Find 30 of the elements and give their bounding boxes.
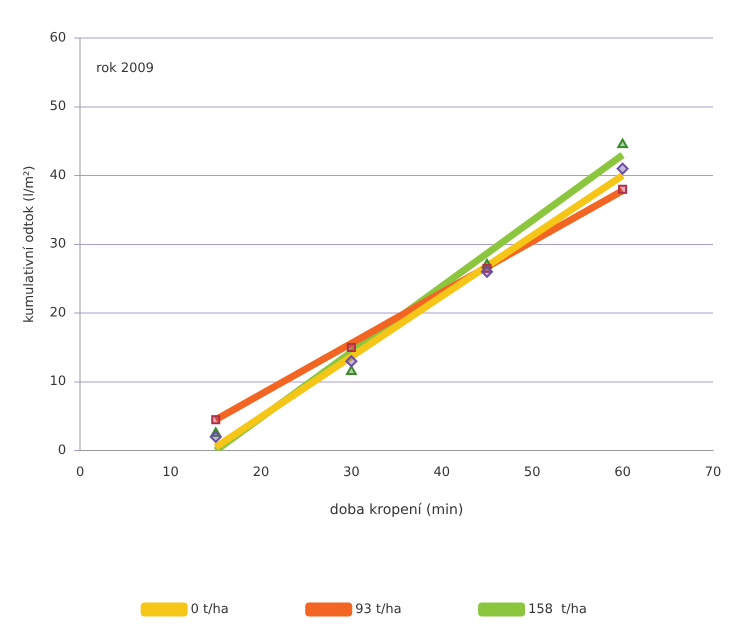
point — [616, 162, 629, 175]
point — [617, 138, 628, 148]
x-tick-label: 10 — [162, 464, 179, 480]
x-tick-label: 60 — [614, 464, 631, 480]
y-tick-label: 60 — [50, 30, 66, 46]
x-tick-label: 50 — [524, 464, 540, 480]
y-tick-label: 0 — [58, 442, 66, 458]
point — [210, 430, 222, 443]
x-tick-label: 40 — [434, 464, 450, 480]
x-tick-label: 30 — [343, 464, 360, 480]
y-tick-label: 30 — [50, 236, 66, 252]
x-tick-label: 0 — [76, 464, 84, 480]
y-axis-title: kumulativní odtok (l/m²) — [22, 166, 38, 323]
y-tick-label: 10 — [50, 374, 66, 390]
y-tick-label: 20 — [50, 305, 66, 320]
x-tick-label: 70 — [704, 464, 722, 480]
point — [345, 355, 358, 368]
legend-label: 93 t/ha — [355, 602, 402, 617]
legend-label: 158 t/ha — [528, 602, 587, 617]
point — [618, 184, 628, 194]
point — [346, 366, 357, 376]
x-tick-label: 20 — [252, 464, 270, 480]
annotation: rok 2009 — [96, 60, 154, 76]
point — [480, 266, 493, 278]
legend-label: 0 t/ha — [190, 602, 229, 617]
point — [346, 342, 356, 352]
y-tick-label: 40 — [50, 168, 66, 183]
y-tick-label: 50 — [50, 99, 66, 114]
x-axis-title: doba kropení (min) — [330, 502, 464, 518]
point — [211, 415, 220, 424]
